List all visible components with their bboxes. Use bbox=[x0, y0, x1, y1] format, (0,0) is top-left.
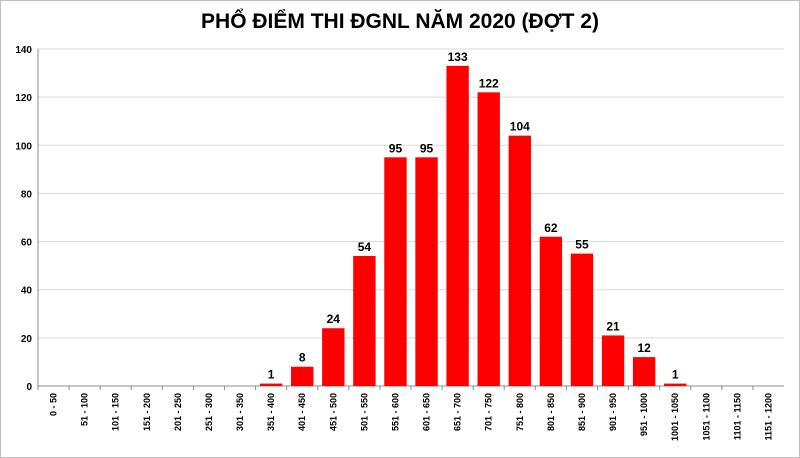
bar bbox=[664, 383, 687, 386]
x-tick-label: 51 - 100 bbox=[80, 393, 90, 426]
data-label: 12 bbox=[637, 341, 651, 355]
data-label: 104 bbox=[510, 120, 530, 134]
bar bbox=[477, 92, 500, 386]
bar bbox=[601, 335, 625, 386]
bar bbox=[539, 236, 563, 386]
y-tick-label: 20 bbox=[21, 334, 33, 345]
bar bbox=[415, 157, 438, 386]
x-tick-label: 501 - 550 bbox=[359, 393, 369, 431]
data-label: 8 bbox=[299, 351, 306, 365]
y-tick-label: 0 bbox=[26, 382, 32, 393]
x-tick-label: 901 - 950 bbox=[608, 393, 618, 431]
bar bbox=[291, 366, 314, 386]
x-tick-label: 301 - 350 bbox=[235, 393, 245, 431]
x-tick-label: 351 - 400 bbox=[266, 393, 276, 431]
x-tick-label: 0 - 50 bbox=[49, 393, 59, 416]
bar bbox=[446, 65, 469, 386]
bar bbox=[508, 135, 531, 386]
data-label: 1 bbox=[268, 368, 275, 382]
x-tick-label: 1101 - 1150 bbox=[732, 393, 742, 440]
data-label: 122 bbox=[479, 76, 499, 90]
x-tick-label: 1151 - 1200 bbox=[763, 393, 773, 441]
data-label: 55 bbox=[575, 238, 589, 252]
x-tick-label: 101 - 150 bbox=[111, 393, 121, 431]
x-tick-label: 551 - 600 bbox=[390, 393, 400, 431]
data-label: 21 bbox=[606, 319, 620, 333]
x-tick-label: 751 - 800 bbox=[515, 393, 525, 431]
data-label: 24 bbox=[327, 312, 341, 326]
y-tick-label: 60 bbox=[21, 238, 33, 249]
x-tick-label: 801 - 850 bbox=[546, 393, 556, 431]
bar bbox=[570, 253, 594, 386]
x-tick-label: 851 - 900 bbox=[577, 393, 587, 431]
x-tick-label: 651 - 700 bbox=[453, 393, 463, 431]
x-tick-label: 451 - 500 bbox=[328, 393, 338, 431]
chart-title: PHỔ ĐIỂM THI ĐGNL NĂM 2020 (ĐỢT 2) bbox=[201, 10, 599, 33]
data-label: 133 bbox=[448, 50, 468, 64]
x-tick-label: 601 - 650 bbox=[422, 393, 432, 431]
data-label: 62 bbox=[544, 221, 558, 235]
x-tick-label: 1001 - 1050 bbox=[670, 393, 680, 441]
bar bbox=[322, 328, 345, 386]
bar bbox=[384, 157, 407, 386]
y-tick-label: 140 bbox=[15, 45, 32, 56]
bar bbox=[353, 256, 376, 386]
x-tick-label: 201 - 250 bbox=[173, 393, 183, 431]
x-tick-label: 401 - 450 bbox=[297, 393, 307, 431]
y-tick-label: 120 bbox=[15, 93, 32, 104]
bar bbox=[632, 357, 656, 386]
y-tick-label: 40 bbox=[21, 286, 33, 297]
x-tick-label: 1051 - 1100 bbox=[701, 393, 711, 441]
y-tick-label: 80 bbox=[21, 189, 33, 200]
x-tick-label: 151 - 200 bbox=[142, 393, 152, 431]
x-tick-label: 951 - 1000 bbox=[639, 393, 649, 436]
data-label: 1 bbox=[672, 368, 679, 382]
x-tick-label: 251 - 300 bbox=[204, 393, 214, 431]
data-label: 54 bbox=[358, 240, 372, 254]
x-tick-label: 701 - 750 bbox=[484, 393, 494, 431]
bar bbox=[259, 383, 283, 386]
y-tick-label: 100 bbox=[15, 141, 32, 152]
data-label: 95 bbox=[389, 141, 403, 155]
data-label: 95 bbox=[420, 141, 434, 155]
